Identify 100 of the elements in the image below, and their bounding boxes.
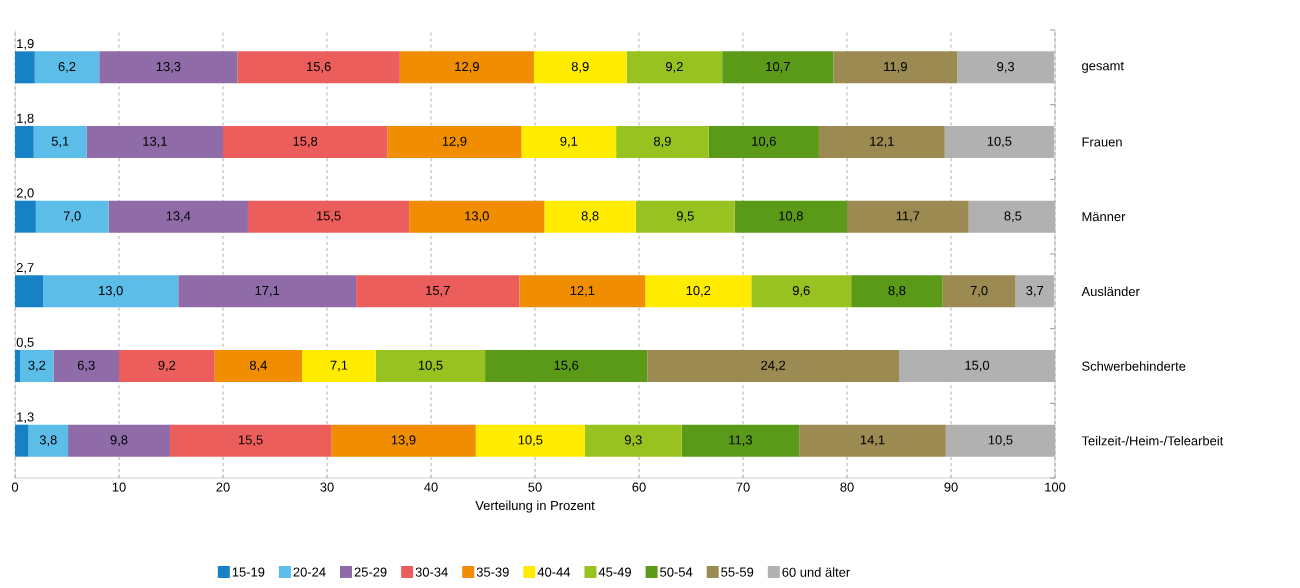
data-label: 13,0	[465, 211, 489, 223]
bar	[734, 200, 848, 233]
legend-label: 35-39	[476, 567, 509, 577]
bar	[799, 424, 946, 457]
bar	[847, 200, 969, 233]
bar	[399, 51, 534, 84]
data-label: 5,1	[51, 136, 69, 148]
bar	[945, 424, 1056, 457]
data-label: 10,5	[987, 136, 1012, 148]
data-label: 11,9	[884, 61, 907, 73]
bar	[356, 275, 520, 308]
bar	[247, 200, 410, 233]
data-label: 15,6	[307, 61, 331, 73]
data-label: 12,1	[870, 136, 894, 148]
data-label: 7,0	[970, 285, 988, 297]
data-label: 10,2	[686, 285, 711, 297]
y-tick-label: Teilzeit-/Heim-/Telearbeit	[1081, 435, 1224, 446]
data-label: 10,5	[988, 435, 1013, 447]
data-label: 17,1	[255, 286, 280, 297]
x-tick-label: 70	[736, 482, 750, 492]
data-label: 15,5	[238, 435, 263, 446]
legend-label: 55-59	[721, 567, 754, 577]
bar	[15, 275, 44, 308]
bar	[15, 200, 36, 233]
bar	[722, 51, 834, 84]
bar	[15, 126, 34, 158]
bar	[833, 51, 958, 84]
bar	[387, 126, 522, 158]
bar	[53, 350, 119, 382]
bar	[15, 424, 29, 457]
data-label: 13,1	[143, 136, 167, 148]
data-label: 6,2	[58, 61, 76, 73]
bar	[626, 51, 723, 84]
data-label: 12,9	[442, 136, 467, 148]
data-label: 11,3	[729, 435, 752, 447]
bar	[178, 275, 357, 308]
bar	[223, 126, 388, 158]
data-label: 2,7	[16, 263, 34, 274]
y-tick-label: Männer	[1082, 212, 1126, 222]
x-tick-label: 20	[216, 482, 230, 492]
legend-label: 50-54	[660, 567, 693, 577]
data-label: 9,1	[560, 136, 578, 148]
data-label: 8,4	[249, 360, 267, 372]
bar	[15, 51, 35, 84]
bar	[15, 350, 21, 382]
data-label: 3,8	[39, 435, 57, 447]
data-label: 9,3	[624, 435, 642, 447]
data-label: 11,7	[896, 211, 920, 222]
data-label: 15,7	[426, 286, 450, 297]
data-label: 2,0	[16, 188, 34, 200]
data-label: 10,6	[752, 136, 776, 148]
bar	[708, 126, 819, 158]
bar	[521, 126, 617, 158]
bar	[818, 126, 945, 158]
legend-label: 60 und älter	[782, 567, 850, 577]
bar	[519, 275, 646, 308]
bar	[302, 350, 376, 382]
data-label: 9,2	[158, 360, 176, 372]
x-tick-label: 10	[112, 482, 126, 492]
bar	[645, 275, 752, 308]
bar	[99, 51, 238, 84]
bar	[331, 424, 476, 457]
bar	[34, 51, 100, 84]
data-label: 3,7	[1026, 285, 1044, 297]
data-label: 10,7	[766, 61, 790, 73]
data-label: 10,8	[779, 211, 803, 223]
y-tick-label: Ausländer	[1081, 286, 1140, 297]
bar	[957, 51, 1054, 84]
bar	[751, 275, 852, 308]
data-label: 24,2	[761, 360, 786, 372]
bar	[68, 424, 170, 457]
data-label: 7,1	[330, 360, 348, 372]
bar	[616, 126, 709, 158]
bar	[942, 275, 1016, 308]
data-label: 9,2	[665, 61, 683, 73]
bar	[681, 424, 800, 457]
bar	[475, 424, 585, 457]
data-label: 15,6	[554, 360, 579, 372]
data-label: 7,0	[63, 211, 81, 223]
x-tick-label: 60	[632, 482, 646, 492]
x-tick-label: 80	[840, 482, 854, 492]
bar	[108, 200, 248, 233]
data-label: 15,5	[316, 211, 341, 222]
x-tick-label: 90	[944, 482, 958, 492]
data-label: 0,5	[16, 337, 34, 349]
bar	[119, 350, 215, 382]
bar	[851, 275, 943, 308]
legend-label: 15-19	[232, 567, 265, 577]
data-label: 15,0	[965, 360, 990, 372]
bar	[35, 200, 109, 233]
x-axis-title: Verteilung in Prozent	[475, 500, 595, 513]
data-label: 13,3	[156, 61, 181, 73]
x-tick-label: 40	[424, 482, 438, 492]
x-tick-label: 30	[320, 482, 334, 492]
data-label: 3,2	[28, 360, 46, 372]
legend-label: 40-44	[537, 567, 571, 577]
bar	[647, 350, 900, 382]
legend-label: 20-24	[293, 567, 326, 577]
bar	[485, 350, 648, 382]
bar	[1015, 275, 1054, 308]
